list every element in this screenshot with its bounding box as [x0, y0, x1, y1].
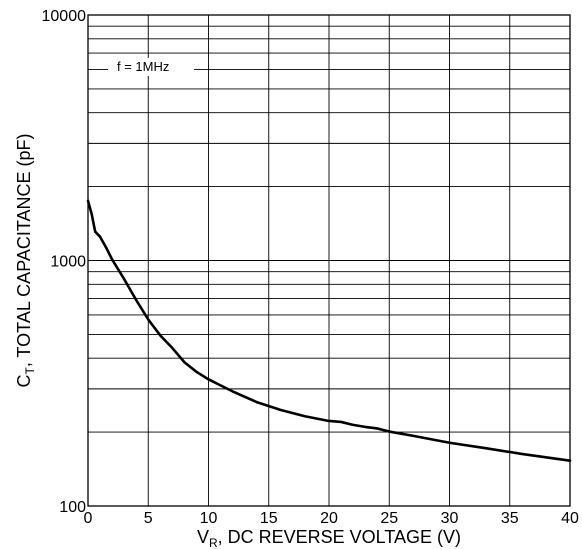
x-tick-label: 25 — [380, 510, 398, 527]
series-group — [86, 199, 572, 462]
x-tick-labels: 0 5 10 15 20 25 30 35 40 — [84, 510, 579, 527]
series-line — [86, 199, 572, 462]
y-tick-label: 1000 — [50, 254, 86, 271]
y-tick-label: 10000 — [42, 8, 87, 25]
x-tick-label: 5 — [144, 510, 153, 527]
x-tick-label: 30 — [441, 510, 459, 527]
annotation-box: f = 1MHz — [108, 57, 194, 76]
x-tick-label: 35 — [501, 510, 519, 527]
y-tick-labels: 100 1000 10000 — [42, 8, 87, 516]
y-tick-label: 100 — [59, 499, 86, 516]
y-axis-title: CT, TOTAL CAPACITANCE (pF) — [14, 133, 37, 387]
x-tick-label: 0 — [84, 510, 93, 527]
frequency-annotation: f = 1MHz — [117, 59, 169, 74]
x-tick-label: 15 — [260, 510, 278, 527]
x-tick-label: 40 — [561, 510, 579, 527]
x-axis-title: VR, DC REVERSE VOLTAGE (V) — [197, 527, 461, 549]
grid — [87, 14, 571, 507]
x-tick-label: 10 — [200, 510, 218, 527]
plot-frame — [87, 14, 571, 507]
x-tick-label: 20 — [320, 510, 338, 527]
